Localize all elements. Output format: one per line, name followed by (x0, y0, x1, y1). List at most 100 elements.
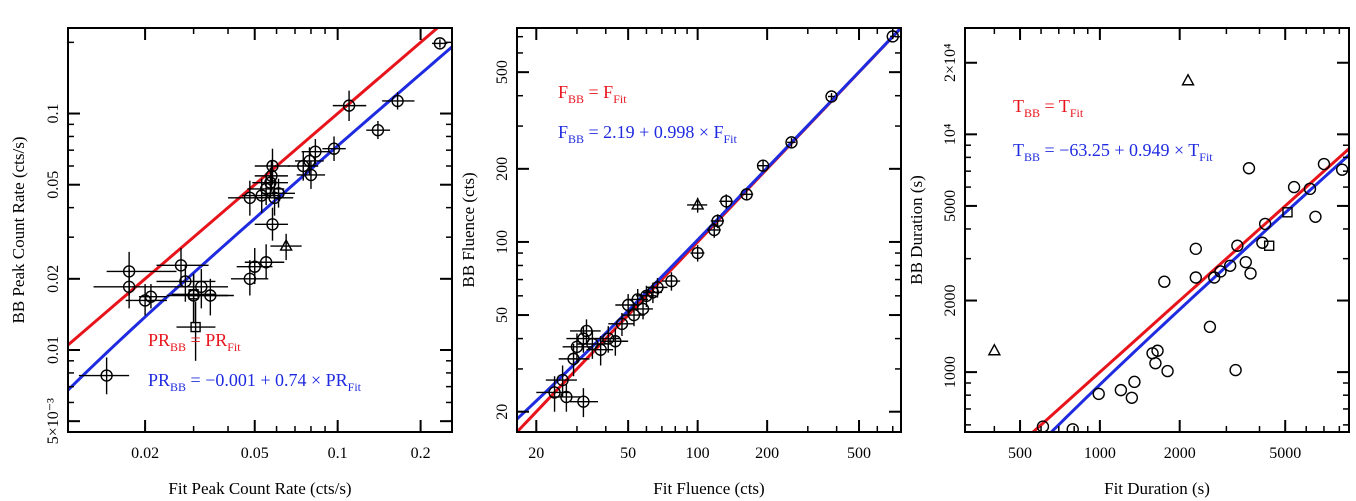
data-point (739, 188, 754, 201)
legend-equation: FBB = 2.19 + 0.998 × FFit (558, 122, 738, 146)
data-point (244, 244, 285, 279)
data-point (1151, 344, 1164, 357)
data-point (1231, 239, 1244, 252)
y-tick-label: 20 (494, 404, 511, 420)
plot-frame (67, 27, 453, 433)
circle-marker (594, 343, 607, 356)
circle-marker (266, 159, 279, 173)
panel-fluence: 20 50 100 200 500 20 50 100 200 500 FBB = FFit FBB … (459, 27, 902, 498)
circle-marker (1161, 364, 1174, 378)
data-point (270, 233, 302, 261)
y-tick-label: 0.01 (45, 336, 62, 364)
y-tick-label: 100 (494, 230, 511, 254)
data-point (332, 90, 367, 121)
x-tick-label: 0.05 (241, 445, 269, 462)
circle-marker (1335, 163, 1349, 176)
y-tick-label: 500 (494, 60, 511, 84)
data-point (1287, 180, 1301, 194)
data-point (646, 278, 668, 298)
data-point (1242, 162, 1256, 175)
circle-marker (1239, 255, 1252, 269)
square-marker (188, 289, 199, 300)
circle-marker (259, 256, 273, 269)
data-point (1335, 163, 1349, 176)
data-point (621, 304, 645, 327)
circle-marker (1229, 363, 1242, 377)
circle-marker (195, 280, 208, 294)
data-point (1158, 275, 1171, 288)
legend-equation: TBB = TFit (1013, 96, 1084, 120)
y-tick-label: 10⁴ (942, 123, 959, 145)
circle-marker (100, 369, 113, 382)
circle-marker (1256, 236, 1269, 249)
axis-layer: 20 50 100 200 500 20 50 100 200 500 FBB = FFit FBB … (494, 28, 901, 462)
square-marker (1282, 207, 1293, 218)
y-tick-label: 2000 (942, 285, 959, 317)
panel-duration: 500 1000 2000 5000 1000 2000 5000 10⁴ 2×10⁴ TBB =… (907, 27, 1350, 498)
data-point (1258, 217, 1272, 231)
y-tick-label: 5×10⁻³ (45, 398, 62, 444)
data-point (287, 151, 319, 181)
data-point (1282, 207, 1293, 218)
circle-marker (391, 94, 404, 108)
data-point (550, 384, 581, 412)
data-point (254, 160, 288, 192)
triangle-marker (690, 197, 705, 210)
plot-frame (516, 27, 902, 433)
axis-layer: 0.02 0.05 0.1 0.2 5×10⁻³ 0.01 0.02 0.05 0.1 PRBB … (45, 28, 452, 462)
circle-marker (1066, 423, 1079, 432)
data-point (254, 180, 294, 216)
y-tick-label: 0.1 (45, 104, 62, 124)
data-point (661, 272, 681, 291)
circle-marker (740, 188, 753, 201)
circle-marker (248, 260, 261, 273)
data-point (756, 159, 770, 172)
circle-marker (548, 386, 561, 399)
data-point (1239, 255, 1252, 269)
circle-marker (1158, 275, 1171, 288)
circle-marker (756, 159, 770, 172)
fit-line (68, 45, 452, 392)
x-axis-label: Fit Fluence (cts) (653, 479, 764, 498)
circle-marker (268, 191, 281, 205)
data-point (432, 37, 448, 50)
circle-marker (265, 169, 278, 183)
circle-marker (691, 246, 704, 260)
data-point (1203, 320, 1217, 334)
data-point (570, 388, 598, 418)
circle-marker (1189, 271, 1202, 284)
data-point (1036, 420, 1050, 432)
circle-marker (640, 289, 653, 303)
legend-equation: FBB = FFit (558, 82, 627, 106)
legend-equation: TBB = −63.25 + 0.949 × TFit (1013, 140, 1213, 164)
data-point (1092, 387, 1105, 401)
data-point (608, 312, 634, 336)
data-point (1309, 210, 1322, 223)
circle-marker (1203, 320, 1217, 334)
data-point (785, 136, 798, 149)
data-point (1317, 157, 1331, 171)
y-tick-label: 2×10⁴ (942, 43, 959, 82)
circle-marker (825, 90, 838, 103)
y-tick-label: 0.02 (45, 265, 62, 293)
circle-marker (1223, 259, 1237, 272)
y-axis-label: BB Fluence (cts) (459, 172, 478, 287)
data-point (1161, 364, 1174, 378)
data-point (987, 343, 1002, 356)
data-point (558, 344, 590, 377)
circle-marker (1036, 420, 1050, 432)
x-tick-label: 0.1 (328, 445, 348, 462)
circle-marker (1242, 162, 1256, 175)
data-point (1149, 357, 1162, 370)
x-tick-label: 50 (620, 445, 636, 462)
circle-marker (272, 187, 285, 200)
circle-marker (1309, 210, 1322, 223)
data-point (261, 178, 295, 208)
plot-layer (68, 28, 452, 395)
triangle-marker (279, 238, 293, 251)
data-point (93, 269, 177, 309)
data-point (1223, 259, 1237, 272)
data-point (1244, 267, 1257, 280)
data-point (1303, 182, 1317, 196)
circle-marker (556, 373, 569, 387)
